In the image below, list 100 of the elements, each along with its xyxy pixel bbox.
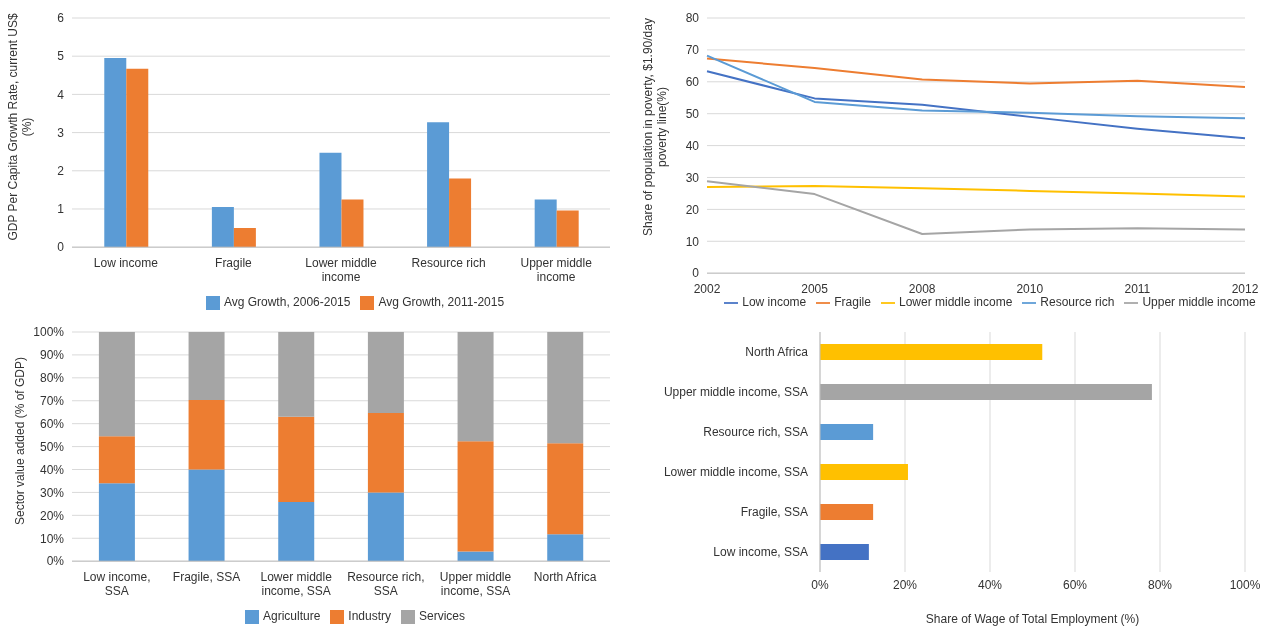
y-tick-label: 50% xyxy=(39,439,65,454)
y-tick-label: 3 xyxy=(57,125,65,140)
legend-label: Industry xyxy=(348,609,392,624)
x-tick-label: 2012 xyxy=(1231,282,1259,297)
y-tick-label: 5 xyxy=(57,49,65,64)
line-series xyxy=(706,180,1246,235)
legend-label: Fragile xyxy=(834,295,871,310)
bar xyxy=(457,441,494,552)
legend-label: Avg Growth, 2011-2015 xyxy=(378,295,505,310)
y-tick-label: 10% xyxy=(39,531,65,546)
y-tick-label: 40 xyxy=(685,138,700,153)
bar xyxy=(547,332,584,444)
legend-label: Lower middle income xyxy=(898,295,1013,310)
y-tick-label: 50 xyxy=(685,106,700,121)
bar xyxy=(278,332,315,417)
x-tick-label: 2010 xyxy=(1016,282,1044,297)
y-tick-label: Fragile, SSA xyxy=(740,505,808,519)
y-tick-label: 20% xyxy=(39,508,65,523)
legend-label: Resource rich xyxy=(1040,295,1115,310)
bar xyxy=(367,492,404,562)
bar xyxy=(457,332,494,442)
y-axis-title: Sector value added (% of GDP) xyxy=(13,355,27,528)
y-tick-label: 0% xyxy=(46,554,65,569)
bar xyxy=(126,68,149,248)
y-tick-label: 80% xyxy=(39,371,65,386)
x-tick-label: 20% xyxy=(892,577,918,592)
x-tick-label: 100% xyxy=(1229,577,1261,592)
y-tick-label: 10 xyxy=(685,234,700,249)
y-tick-label: Low income, SSA xyxy=(713,545,808,559)
y-tick-label: 4 xyxy=(57,87,65,102)
y-tick-label: 20 xyxy=(685,202,700,217)
bar xyxy=(820,464,908,480)
line-series xyxy=(706,70,1246,140)
y-tick-label: 40% xyxy=(39,462,65,477)
y-tick-label: 60% xyxy=(39,416,65,431)
legend-label: Agriculture xyxy=(262,609,321,624)
y-axis-title: Share of population in poverty, $1.90/day poverty line(%) xyxy=(641,17,669,238)
bar xyxy=(211,207,234,248)
bar xyxy=(547,534,584,562)
y-tick-label: 0 xyxy=(692,266,700,281)
x-tick-label: 2005 xyxy=(801,282,829,297)
x-tick-label: North Africa xyxy=(533,570,597,585)
bar xyxy=(457,551,494,562)
y-tick-label: 30 xyxy=(685,170,700,185)
bar xyxy=(233,228,256,248)
legend-label: Services xyxy=(419,609,466,624)
y-tick-label: Resource rich, SSA xyxy=(703,425,808,439)
y-tick-label: 30% xyxy=(39,485,65,500)
x-tick-label: 80% xyxy=(1147,577,1173,592)
x-tick-label: Upper middle income, SSA xyxy=(439,570,512,599)
x-tick-label: Upper middle income xyxy=(520,256,593,285)
x-tick-label: Resource rich xyxy=(411,256,486,271)
x-tick-label: 0% xyxy=(811,577,829,592)
bar xyxy=(188,400,225,470)
legend-label: Upper middle income xyxy=(1142,295,1256,310)
legend-label: Avg Growth, 2006-2015 xyxy=(223,295,351,310)
x-tick-label: Lower middle income xyxy=(305,256,378,285)
line-series xyxy=(706,185,1246,198)
x-tick-label: 60% xyxy=(1062,577,1088,592)
x-tick-label: Fragile xyxy=(215,256,253,271)
x-tick-label: 2002 xyxy=(693,282,721,297)
y-tick-label: 0 xyxy=(57,240,65,255)
y-tick-label: 70% xyxy=(39,394,65,409)
y-tick-label: 80 xyxy=(685,11,700,26)
y-tick-label: 100% xyxy=(33,325,65,340)
x-tick-label: Low income xyxy=(93,256,159,271)
legend-label: Low income xyxy=(742,295,807,310)
bar xyxy=(449,178,472,248)
bar xyxy=(278,502,315,562)
line-series xyxy=(706,54,1246,120)
bar xyxy=(98,332,135,437)
x-tick-label: Low income, SSA xyxy=(83,570,151,599)
bar xyxy=(278,416,315,503)
bar xyxy=(98,436,135,484)
bar xyxy=(820,344,1043,360)
y-tick-label: 1 xyxy=(57,202,65,217)
bar xyxy=(547,443,584,535)
x-tick-label: 40% xyxy=(977,577,1003,592)
x-tick-label: 2008 xyxy=(908,282,936,297)
bar xyxy=(820,504,874,520)
bar xyxy=(367,332,404,413)
x-tick-label: Fragile, SSA xyxy=(172,570,241,585)
bar xyxy=(98,483,135,562)
bar xyxy=(556,210,579,248)
y-tick-label: 90% xyxy=(39,348,65,363)
bar xyxy=(341,199,364,248)
bar xyxy=(367,412,404,493)
bar xyxy=(534,199,557,248)
bar xyxy=(319,152,342,248)
y-tick-label: 70 xyxy=(685,43,700,58)
bar xyxy=(188,332,225,401)
y-axis-title: GDP Per Capita Growth Rate, current US$ (%) xyxy=(6,12,34,243)
x-tick-label: 2011 xyxy=(1124,282,1151,297)
bar xyxy=(820,544,869,560)
bar xyxy=(820,424,874,440)
bar xyxy=(427,122,450,248)
bar xyxy=(104,58,127,248)
y-tick-label: Lower middle income, SSA xyxy=(663,465,808,479)
y-tick-label: North Africa xyxy=(745,345,809,359)
line-series xyxy=(706,57,1246,88)
